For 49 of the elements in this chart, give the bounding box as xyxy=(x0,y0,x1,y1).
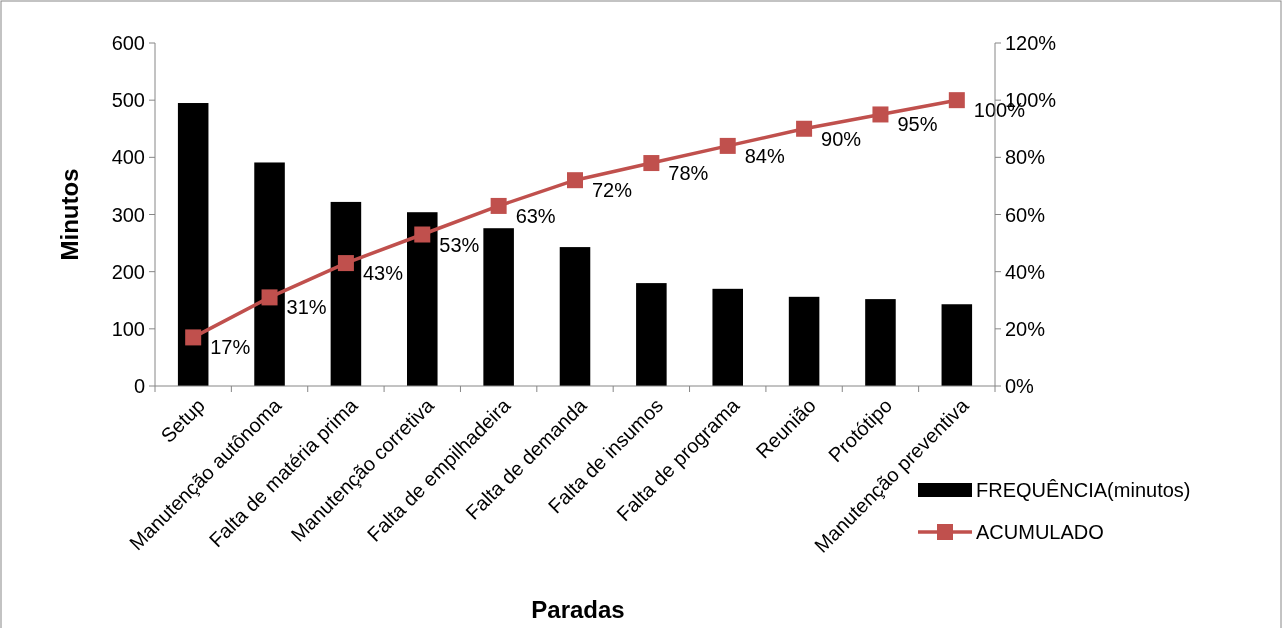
y2-tick-label: 20% xyxy=(1005,317,1046,340)
bar xyxy=(559,247,591,386)
y2-tick-label: 40% xyxy=(1005,260,1046,283)
data-label: 53% xyxy=(439,233,480,256)
point xyxy=(567,172,583,189)
data-label: 78% xyxy=(668,162,709,185)
point xyxy=(337,255,354,272)
y-tick-label: 400 xyxy=(111,146,145,169)
y2-tick-label: 0% xyxy=(1005,375,1035,397)
y-axis-title: Minutos xyxy=(56,168,83,261)
x-axis-title: Paradas xyxy=(531,596,625,623)
point xyxy=(261,289,278,306)
bar xyxy=(407,212,438,386)
bar xyxy=(254,162,285,386)
bar xyxy=(865,299,896,386)
data-label: 43% xyxy=(362,262,404,285)
bar xyxy=(941,304,973,386)
y2-tick-label: 60% xyxy=(1005,203,1046,226)
y-tick-label: 300 xyxy=(111,203,145,226)
y2-tick-label: 120% xyxy=(1005,32,1057,54)
point xyxy=(872,106,889,123)
data-label: 72% xyxy=(592,179,633,202)
point xyxy=(719,137,736,154)
data-label: 17% xyxy=(210,336,251,359)
point xyxy=(185,329,202,346)
data-label: 63% xyxy=(515,204,556,227)
legend-label: FREQUÊNCIA(minutos) xyxy=(976,479,1191,501)
legend-label: ACUMULADO xyxy=(976,521,1104,543)
bar xyxy=(330,201,362,386)
point xyxy=(643,155,660,172)
point xyxy=(490,197,507,214)
bar xyxy=(712,288,743,386)
bar xyxy=(788,296,820,386)
y2-tick-label: 80% xyxy=(1005,146,1046,169)
y-tick-label: 100 xyxy=(111,317,145,340)
bar xyxy=(636,283,667,386)
data-label: 31% xyxy=(286,296,327,319)
y-tick-label: 500 xyxy=(111,89,145,112)
point xyxy=(948,92,965,109)
y-tick-label: 600 xyxy=(111,32,145,54)
data-label: 95% xyxy=(897,113,938,136)
point xyxy=(414,226,431,243)
y-tick-label: 200 xyxy=(111,260,145,283)
bar xyxy=(483,228,514,386)
data-label: 90% xyxy=(821,127,862,150)
y-tick-label: 0 xyxy=(133,375,145,397)
data-label: 84% xyxy=(744,144,785,167)
point xyxy=(796,120,813,137)
bar xyxy=(177,103,209,386)
